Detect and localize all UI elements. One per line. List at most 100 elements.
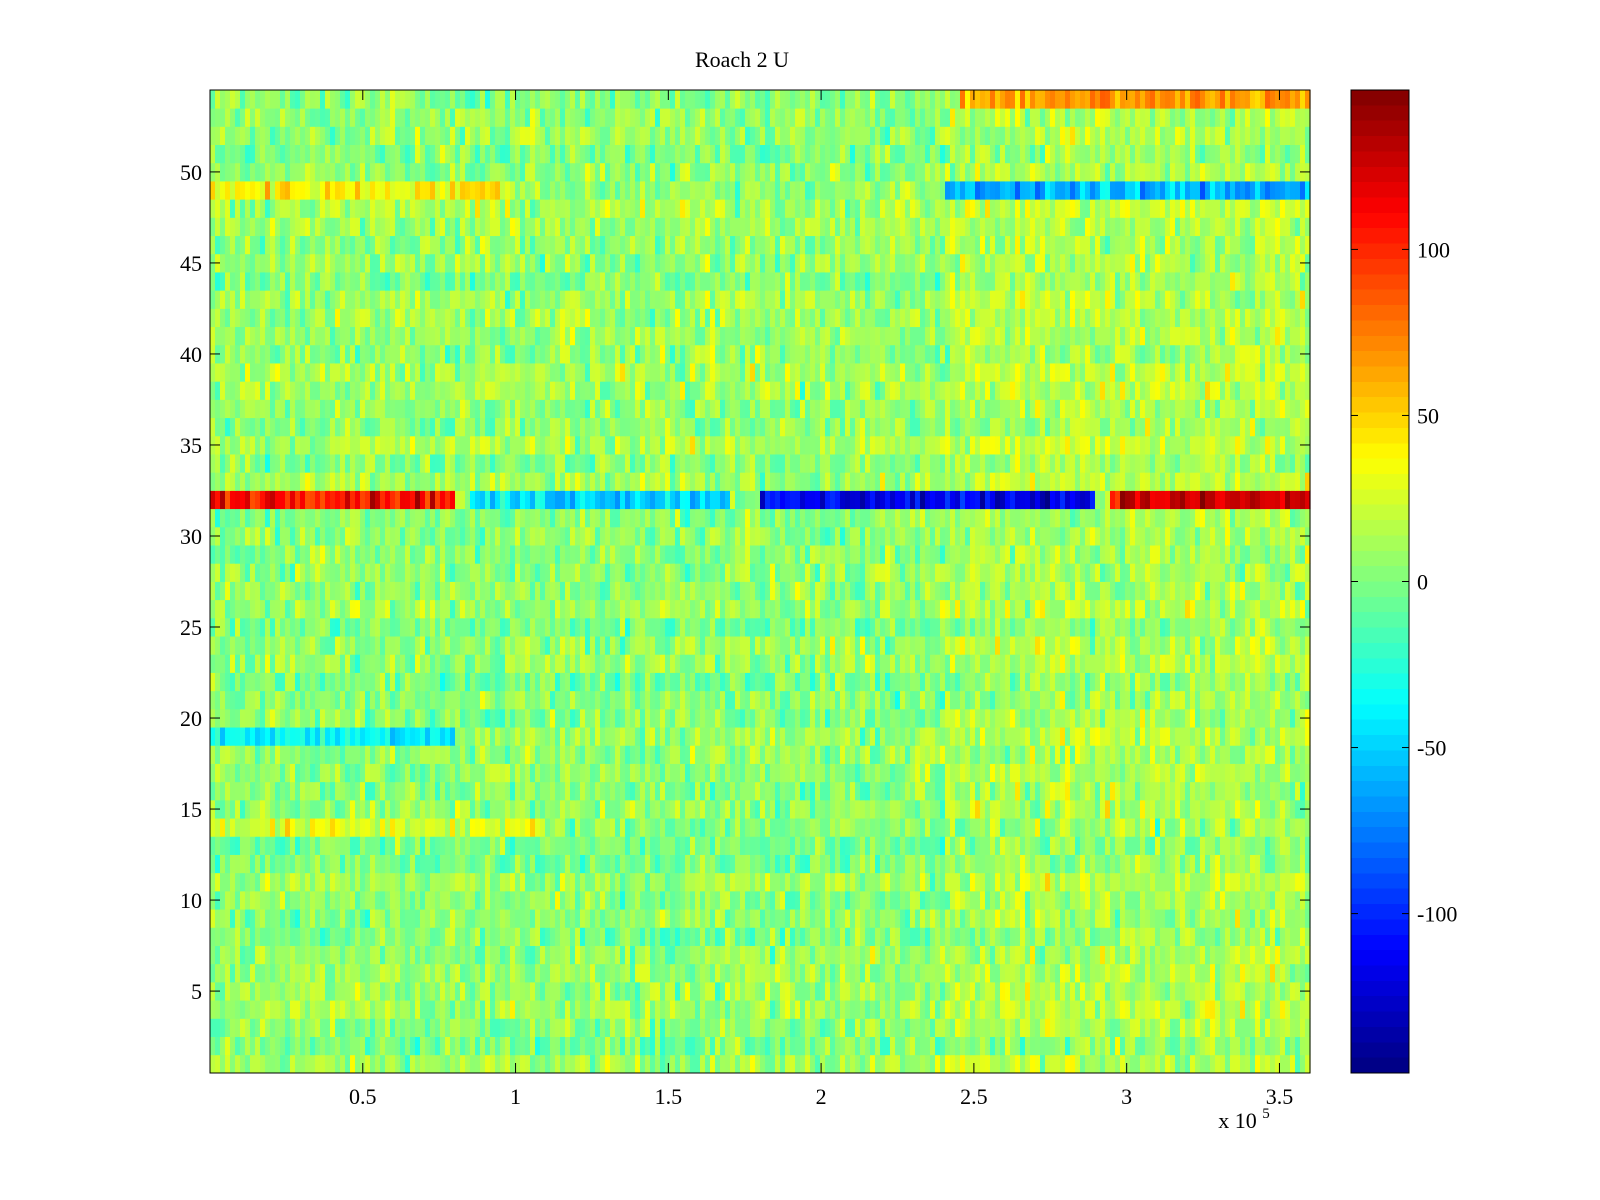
- heatmap-cell: [1255, 1036, 1261, 1056]
- heatmap-cell: [490, 818, 496, 837]
- heatmap-cell: [785, 1018, 791, 1037]
- heatmap-cell: [380, 854, 386, 874]
- heatmap-cell: [985, 909, 991, 928]
- heatmap-cell: [615, 763, 621, 783]
- heatmap-cell: [845, 872, 851, 892]
- heatmap-cell: [860, 781, 866, 801]
- heatmap-cell: [580, 927, 586, 946]
- heatmap-cell: [860, 763, 866, 783]
- heatmap-cell: [475, 1054, 481, 1074]
- heatmap-cell: [1285, 763, 1291, 783]
- heatmap-cell: [720, 727, 726, 746]
- heatmap-cell: [315, 745, 321, 764]
- heatmap-cell: [870, 854, 876, 874]
- heatmap-cell: [865, 1036, 871, 1056]
- heatmap-cell: [225, 945, 231, 965]
- heatmap-cell: [1300, 963, 1306, 983]
- heatmap-cell: [275, 708, 281, 728]
- heatmap-cell: [1100, 836, 1106, 855]
- heatmap-cell: [985, 981, 991, 1001]
- heatmap-cell: [425, 854, 431, 874]
- heatmap-cell: [280, 781, 286, 801]
- heatmap-cell: [1275, 872, 1281, 892]
- heatmap-cell: [635, 909, 641, 928]
- heatmap-cell: [850, 781, 856, 801]
- heatmap-cell: [875, 745, 881, 764]
- heatmap-cell: [295, 763, 301, 783]
- heatmap-cell: [285, 1054, 291, 1074]
- heatmap-cell: [955, 890, 961, 910]
- heatmap-cell: [385, 890, 391, 910]
- heatmap-cell: [545, 727, 551, 746]
- heatmap-cell: [1250, 981, 1256, 1001]
- heatmap-cell: [805, 890, 811, 910]
- heatmap-cell: [735, 963, 741, 983]
- heatmap-cell: [235, 672, 241, 692]
- heatmap-cell: [1075, 745, 1081, 764]
- heatmap-cell: [710, 654, 716, 673]
- heatmap-cell: [420, 818, 426, 837]
- heatmap-cell: [1265, 763, 1271, 783]
- heatmap-cell: [910, 854, 916, 874]
- heatmap-cell: [620, 690, 626, 710]
- heatmap-cell: [920, 1036, 926, 1056]
- heatmap-cell: [845, 945, 851, 965]
- heatmap-cell: [1180, 818, 1186, 837]
- heatmap-cell: [210, 854, 216, 874]
- heatmap-cell: [975, 708, 981, 728]
- heatmap-cell: [1015, 981, 1021, 1001]
- heatmap-cell: [1250, 672, 1256, 692]
- heatmap-cell: [330, 927, 336, 946]
- heatmap-cell: [590, 781, 596, 801]
- heatmap-cell: [360, 927, 366, 946]
- heatmap-cell: [1130, 781, 1136, 801]
- heatmap-cell: [1090, 909, 1096, 928]
- heatmap-cell: [770, 945, 776, 965]
- heatmap-cell: [1050, 981, 1056, 1001]
- heatmap-cell: [225, 909, 231, 928]
- heatmap-cell: [370, 654, 376, 673]
- heatmap-cell: [500, 745, 506, 764]
- heatmap-cell: [950, 654, 956, 673]
- heatmap-cell: [585, 945, 591, 965]
- heatmap-cell: [1095, 909, 1101, 928]
- heatmap-cell: [300, 781, 306, 801]
- heatmap-cell: [455, 945, 461, 965]
- heatmap-cell: [1140, 672, 1146, 692]
- heatmap-cell: [1180, 927, 1186, 946]
- heatmap-cell: [780, 1000, 786, 1019]
- heatmap-cell: [765, 981, 771, 1001]
- heatmap-cell: [1225, 1018, 1231, 1037]
- heatmap-cell: [325, 1000, 331, 1019]
- heatmap-cell: [265, 818, 271, 837]
- heatmap-cell: [595, 945, 601, 965]
- heatmap-cell: [235, 836, 241, 855]
- heatmap-cell: [475, 836, 481, 855]
- heatmap-cell: [930, 708, 936, 728]
- heatmap-cell: [905, 963, 911, 983]
- heatmap-cell: [465, 781, 471, 801]
- heatmap-cell: [1290, 963, 1296, 983]
- heatmap-cell: [950, 745, 956, 764]
- heatmap-cell: [1250, 872, 1256, 892]
- heatmap-cell: [590, 981, 596, 1001]
- heatmap-cell: [1160, 672, 1166, 692]
- heatmap-cell: [750, 945, 756, 965]
- heatmap-cell: [945, 708, 951, 728]
- heatmap-cell: [460, 872, 466, 892]
- heatmap-cell: [875, 1000, 881, 1019]
- heatmap-cell: [360, 981, 366, 1001]
- heatmap-cell: [1055, 963, 1061, 983]
- heatmap-cell: [980, 690, 986, 710]
- heatmap-cell: [1080, 781, 1086, 801]
- heatmap-cell: [585, 1000, 591, 1019]
- heatmap-cell: [280, 909, 286, 928]
- heatmap-cell: [495, 854, 501, 874]
- heatmap-cell: [1070, 981, 1076, 1001]
- heatmap-cell: [720, 909, 726, 928]
- heatmap-cell: [925, 1000, 931, 1019]
- heatmap-cell: [360, 727, 366, 746]
- heatmap-cell: [690, 872, 696, 892]
- heatmap-cell: [460, 781, 466, 801]
- heatmap-cell: [565, 1054, 571, 1074]
